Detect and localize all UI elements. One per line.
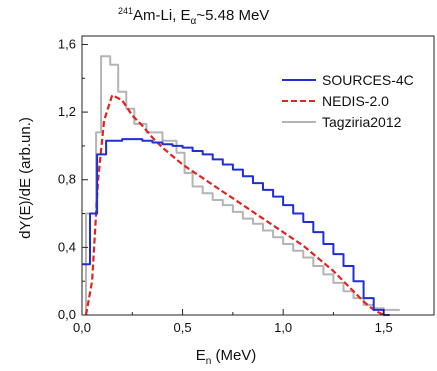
chart-title: 241Am-Li, Eα~5.48 MeV — [118, 6, 269, 27]
legend-label-sources-4c: SOURCES-4C — [322, 72, 414, 88]
y-tick-label: 1,2 — [58, 104, 76, 119]
chart-title-energy: ~5.48 MeV — [196, 7, 269, 24]
legend-label-nedis-2-0: NEDIS-2.0 — [322, 93, 389, 109]
chart-title-alpha-subscript: α — [191, 16, 197, 27]
series-line-tagziria2012 — [85, 55, 400, 315]
x-tick-label: 1,0 — [274, 320, 292, 335]
y-tick-label: 1,6 — [58, 36, 76, 51]
x-axis-label-main: E — [196, 347, 206, 364]
y-axis-label: dY(E)/dE (arb.un.) — [17, 117, 34, 239]
x-tick-label: 0,0 — [73, 320, 91, 335]
x-axis-label-unit: (MeV) — [211, 347, 256, 364]
legend: SOURCES-4C NEDIS-2.0 Tagziria2012 — [282, 72, 414, 130]
y-tick-label: 0,0 — [58, 307, 76, 322]
chart-title-main: Am-Li, E — [133, 7, 191, 24]
x-axis-label: En (MeV) — [196, 347, 257, 367]
y-tick-label: 0,4 — [58, 239, 76, 254]
y-tick-label: 0,8 — [58, 172, 76, 187]
series-line-sources-4c — [82, 138, 390, 316]
x-axis-label-subscript: n — [206, 356, 212, 367]
series-line-nedis-2-0 — [84, 94, 385, 316]
plot-area: 0,0 0,4 0,8 1,2 1,6 0,0 0,5 1,0 1,5 — [58, 35, 435, 335]
plot-frame — [81, 35, 435, 316]
x-tick-label: 1,5 — [375, 320, 393, 335]
chart-title-isotope-mass: 241 — [118, 6, 133, 16]
x-tick-label: 0,5 — [174, 320, 192, 335]
legend-label-tagziria2012: Tagziria2012 — [322, 114, 402, 130]
